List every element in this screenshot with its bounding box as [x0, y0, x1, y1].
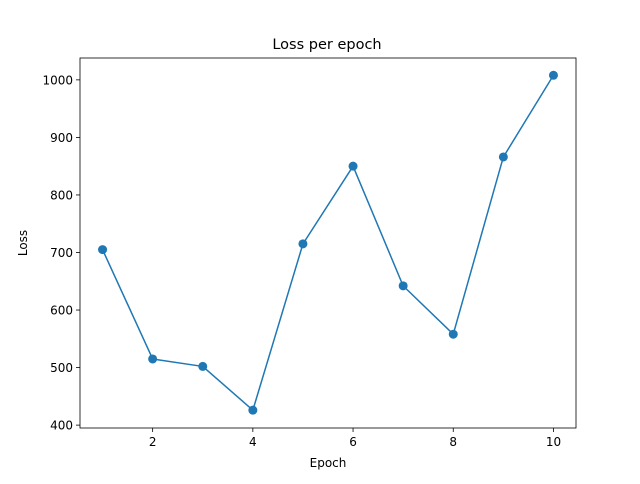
x-axis-label: Epoch: [310, 456, 347, 470]
y-tick-label: 800: [50, 188, 73, 202]
data-point: [248, 405, 258, 415]
chart-title: Loss per epoch: [272, 37, 381, 53]
data-point: [448, 329, 458, 339]
data-point: [298, 239, 308, 249]
x-tick-label: 4: [249, 435, 257, 449]
x-tick-label: 10: [546, 435, 561, 449]
series-group: [98, 70, 558, 415]
series-line: [101, 74, 555, 411]
data-point: [398, 281, 408, 291]
x-axis-ticks: 2 4 6 8 10: [149, 428, 561, 449]
plot-frame: [79, 57, 577, 429]
data-point: [348, 161, 358, 171]
x-tick-label: 6: [349, 435, 357, 449]
x-tick-label: 8: [449, 435, 457, 449]
data-point: [148, 354, 158, 364]
y-tick-label: 600: [50, 304, 73, 318]
data-point: [198, 361, 208, 371]
y-tick-label: 1000: [42, 73, 73, 87]
data-point: [498, 152, 508, 162]
data-point: [98, 245, 108, 255]
y-tick-label: 700: [50, 246, 73, 260]
data-point: [548, 70, 558, 80]
y-tick-label: 500: [50, 361, 73, 375]
y-axis-label: Loss: [16, 230, 30, 256]
y-tick-label: 900: [50, 131, 73, 145]
x-tick-label: 2: [149, 435, 157, 449]
y-tick-label: 400: [50, 419, 73, 433]
y-axis-ticks: 400 500 600 700 800 900 1000: [42, 73, 80, 433]
